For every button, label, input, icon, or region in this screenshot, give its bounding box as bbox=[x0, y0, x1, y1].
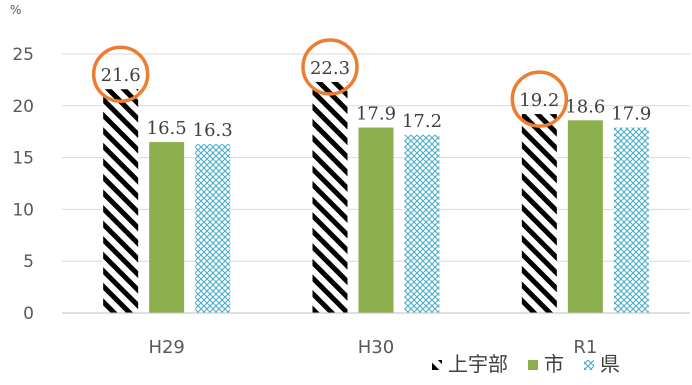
legend-label: 上宇部 bbox=[448, 352, 508, 376]
bar-上宇部-R1 bbox=[521, 114, 557, 313]
legend-swatch-県 bbox=[584, 360, 594, 370]
y-tick-label: 5 bbox=[23, 252, 34, 272]
x-tick-label: H29 bbox=[148, 337, 184, 358]
data-label: 17.2 bbox=[402, 111, 442, 132]
data-label: 18.6 bbox=[565, 96, 605, 117]
bar-市-H29 bbox=[149, 142, 185, 313]
data-label: 17.9 bbox=[611, 104, 651, 125]
data-label: 17.9 bbox=[356, 104, 396, 125]
highlight-circles bbox=[91, 38, 569, 128]
legend-label: 市 bbox=[544, 352, 564, 376]
data-label: 16.3 bbox=[193, 120, 233, 141]
bar-県-H29 bbox=[195, 144, 231, 313]
y-tick-label: 25 bbox=[12, 45, 34, 65]
legend-swatch-市 bbox=[528, 360, 538, 370]
data-label: 19.2 bbox=[519, 90, 559, 111]
highlight-circle bbox=[91, 45, 150, 103]
legend-swatch-上宇部 bbox=[432, 360, 442, 370]
y-tick-label: 15 bbox=[12, 149, 34, 169]
axes: 0 5 10 15 20 25 H29 H30 R1 bbox=[12, 45, 690, 358]
y-tick-label: 0 bbox=[23, 304, 34, 324]
y-tick-label: 10 bbox=[12, 200, 34, 220]
data-labels: 21.6 16.5 16.3 22.3 17.9 17.2 19.2 18.6 17.9 bbox=[101, 58, 652, 141]
bar-市-R1 bbox=[567, 120, 603, 313]
x-tick-label: H30 bbox=[358, 337, 394, 358]
bars bbox=[103, 81, 649, 313]
highlight-circle bbox=[301, 38, 359, 96]
bar-上宇部-H29 bbox=[103, 89, 139, 313]
data-label: 16.5 bbox=[147, 118, 187, 139]
highlight-circle bbox=[510, 70, 569, 128]
bar-市-H30 bbox=[358, 127, 394, 313]
y-axis-unit-label: % bbox=[10, 3, 21, 17]
x-tick-label: R1 bbox=[573, 337, 597, 358]
y-tick-label: 20 bbox=[12, 97, 34, 117]
bar-県-R1 bbox=[613, 127, 649, 313]
legend: 上宇部 市 県 bbox=[432, 352, 620, 376]
legend-label: 県 bbox=[600, 352, 620, 376]
bar-県-H30 bbox=[404, 134, 440, 313]
bar-上宇部-H30 bbox=[312, 81, 348, 313]
data-label: 21.6 bbox=[101, 65, 141, 86]
data-label: 22.3 bbox=[310, 58, 350, 79]
